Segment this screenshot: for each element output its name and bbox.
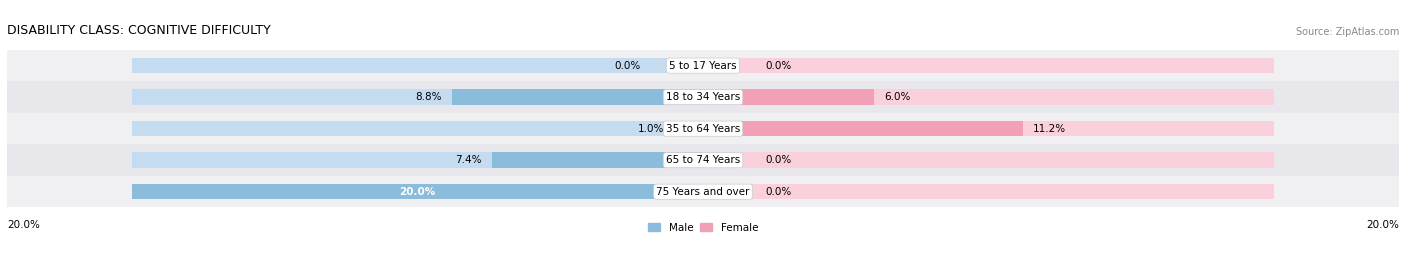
Bar xyxy=(7,113,1399,144)
Bar xyxy=(7,50,1399,81)
Bar xyxy=(703,184,1274,199)
Text: 0.0%: 0.0% xyxy=(614,61,640,70)
Bar xyxy=(132,89,703,105)
Text: 6.0%: 6.0% xyxy=(884,92,911,102)
Text: 11.2%: 11.2% xyxy=(1032,124,1066,134)
Bar xyxy=(492,152,703,168)
Bar xyxy=(703,152,1274,168)
Bar xyxy=(7,176,1399,207)
Bar xyxy=(703,121,1274,136)
Bar xyxy=(703,58,1274,73)
Text: 0.0%: 0.0% xyxy=(766,61,792,70)
Bar xyxy=(132,184,703,199)
Text: 18 to 34 Years: 18 to 34 Years xyxy=(666,92,740,102)
Text: Source: ZipAtlas.com: Source: ZipAtlas.com xyxy=(1296,27,1399,37)
Bar xyxy=(451,89,703,105)
Text: 75 Years and over: 75 Years and over xyxy=(657,187,749,197)
Text: 1.0%: 1.0% xyxy=(638,124,665,134)
Text: 35 to 64 Years: 35 to 64 Years xyxy=(666,124,740,134)
Bar xyxy=(132,184,703,199)
Text: 7.4%: 7.4% xyxy=(456,155,482,165)
Text: 5 to 17 Years: 5 to 17 Years xyxy=(669,61,737,70)
Text: 8.8%: 8.8% xyxy=(416,92,441,102)
Bar xyxy=(703,89,1274,105)
Text: 20.0%: 20.0% xyxy=(1367,220,1399,230)
Text: DISABILITY CLASS: COGNITIVE DIFFICULTY: DISABILITY CLASS: COGNITIVE DIFFICULTY xyxy=(7,24,271,37)
Text: 20.0%: 20.0% xyxy=(7,220,39,230)
Text: 0.0%: 0.0% xyxy=(766,187,792,197)
Bar xyxy=(132,152,703,168)
Legend: Male, Female: Male, Female xyxy=(644,219,762,237)
Bar xyxy=(703,121,1022,136)
Text: 0.0%: 0.0% xyxy=(766,155,792,165)
Bar xyxy=(7,81,1399,113)
Text: 65 to 74 Years: 65 to 74 Years xyxy=(666,155,740,165)
Bar xyxy=(675,121,703,136)
Text: 20.0%: 20.0% xyxy=(399,187,436,197)
Bar xyxy=(7,144,1399,176)
Bar xyxy=(132,58,703,73)
Bar xyxy=(703,89,875,105)
Bar xyxy=(132,121,703,136)
